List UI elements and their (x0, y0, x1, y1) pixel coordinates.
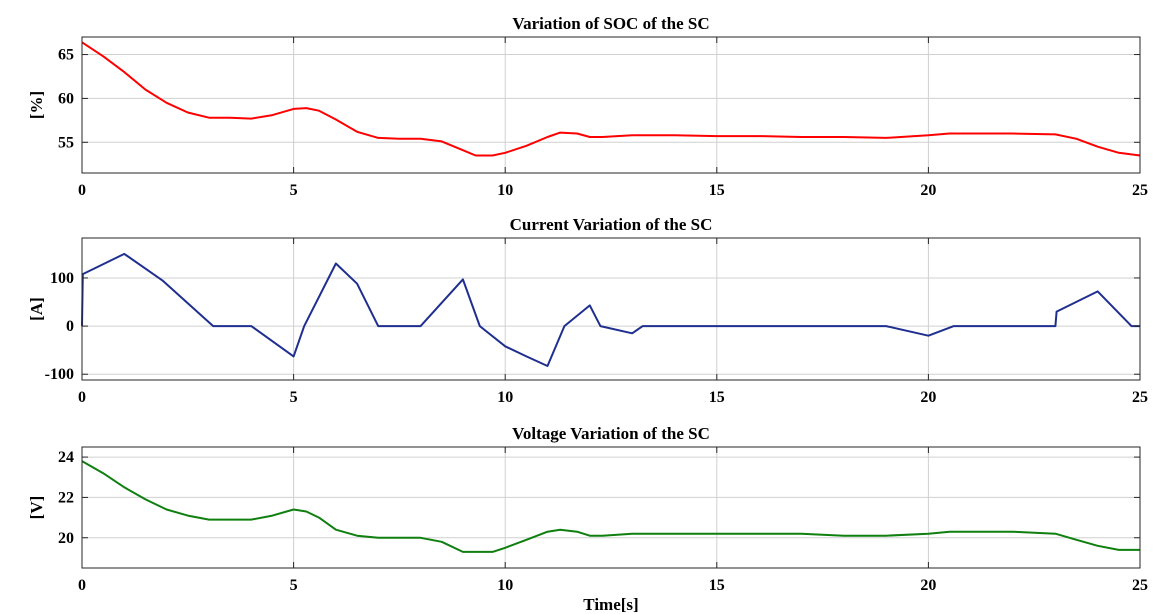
plot-area (82, 37, 1140, 173)
x-axis-label: Time[s] (583, 595, 638, 614)
y-tick-label: 65 (58, 47, 74, 64)
series-line-1 (81, 252, 1140, 367)
y-axis-label: [V] (27, 496, 46, 520)
y-axis-label: [%] (27, 91, 46, 119)
x-tick-label: 20 (920, 389, 936, 406)
chart-panel-3: 0 5 10 15 20 25 20 22 24 Voltage Variation of the… (27, 424, 1148, 614)
y-tick-label: 22 (58, 489, 74, 506)
x-tick-label: 25 (1132, 577, 1148, 594)
y-tick-label: 60 (58, 90, 74, 107)
x-tick-label: 0 (78, 389, 86, 406)
x-tick-label: 10 (497, 577, 513, 594)
x-tick-label: 0 (78, 182, 86, 199)
series-line-1 (81, 41, 1141, 157)
y-tick-label: 20 (58, 530, 74, 547)
x-tick-label: 0 (78, 577, 86, 594)
x-tick-label: 5 (290, 182, 298, 199)
x-tick-label: 5 (290, 577, 298, 594)
x-tick-label: 20 (920, 182, 936, 199)
x-tick-label: 15 (709, 182, 725, 199)
plot-frame (81, 36, 1141, 174)
x-tick-label: 10 (497, 182, 513, 199)
chart-panel-1: 0 5 10 15 20 25 55 60 65 Variation of SOC of the … (27, 14, 1148, 199)
x-tick-label: 10 (497, 389, 513, 406)
chart-title: Voltage Variation of the SC (512, 424, 710, 443)
y-tick-label: 55 (58, 134, 74, 151)
y-axis-label: [A] (27, 297, 46, 321)
chart-title: Variation of SOC of the SC (512, 14, 709, 33)
x-tick-label: 25 (1132, 389, 1148, 406)
y-tick-label: 24 (58, 449, 74, 466)
x-tick-label: 15 (709, 577, 725, 594)
y-tick-label: 0 (66, 318, 74, 335)
plot-area (82, 238, 1140, 380)
x-tick-label: 15 (709, 389, 725, 406)
x-tick-label: 5 (290, 389, 298, 406)
plot-area (82, 447, 1140, 568)
x-tick-label: 25 (1132, 182, 1148, 199)
chart-title: Current Variation of the SC (510, 215, 713, 234)
y-tick-label: 100 (50, 270, 74, 287)
plot-frame (81, 446, 1141, 569)
x-tick-label: 20 (920, 577, 936, 594)
y-tick-label: -100 (45, 366, 74, 383)
plot-frame (81, 237, 1141, 381)
series-line-1 (81, 460, 1140, 553)
